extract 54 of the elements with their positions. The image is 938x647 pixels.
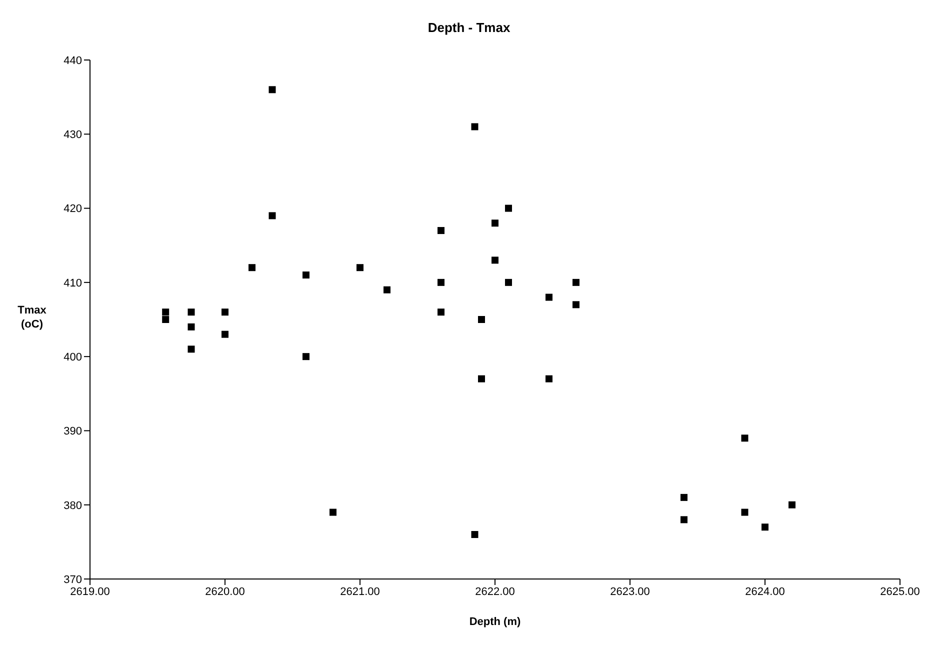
chart-title: Depth - Tmax — [426, 20, 512, 37]
point — [268, 86, 276, 94]
point — [762, 524, 768, 531]
point — [572, 301, 580, 308]
point — [471, 531, 478, 538]
point — [546, 294, 552, 301]
point — [222, 308, 228, 316]
point — [188, 308, 195, 316]
point — [162, 316, 170, 323]
y-tick-label: 380 — [64, 500, 82, 512]
point — [302, 272, 310, 279]
point — [492, 256, 498, 264]
x-tick-label: 2619.00 — [70, 586, 110, 598]
y-tick-label: 430 — [64, 129, 82, 142]
x-tick-label: 2624.00 — [745, 586, 785, 598]
point — [384, 286, 390, 294]
point — [788, 501, 796, 508]
point — [356, 264, 364, 272]
y-tick-label: 400 — [64, 351, 82, 364]
x-tick-label: 2625.00 — [880, 586, 920, 598]
x-tick-label: 2622.00 — [475, 586, 515, 598]
point — [188, 346, 195, 353]
point — [680, 494, 688, 501]
point — [741, 434, 748, 442]
point — [478, 316, 485, 323]
point — [438, 278, 444, 286]
point — [330, 508, 336, 516]
point — [492, 220, 498, 227]
point — [680, 516, 688, 524]
y-tick-label: 370 — [64, 574, 82, 586]
point — [438, 308, 444, 316]
x-tick-label: 2623.00 — [610, 586, 650, 598]
point — [741, 508, 748, 516]
point — [248, 264, 256, 272]
y-tick-label: 390 — [64, 426, 82, 438]
point — [478, 375, 485, 382]
point — [162, 308, 170, 316]
x-tick-label: 2621.00 — [340, 586, 380, 598]
point — [505, 204, 512, 212]
x-tick-label: 2620.00 — [205, 586, 245, 598]
point — [268, 212, 276, 220]
y-tick-label: 410 — [64, 277, 82, 290]
point — [471, 123, 478, 130]
point — [302, 353, 310, 360]
y-tick-label: 440 — [64, 54, 82, 67]
y-tick-label: 420 — [64, 203, 82, 216]
point — [505, 278, 512, 286]
point — [546, 375, 552, 382]
point — [572, 278, 580, 286]
y-axis-title: Tmax (oC) — [18, 304, 48, 330]
x-axis-title: Depth (m) — [469, 616, 521, 628]
point — [222, 330, 228, 338]
point — [188, 323, 195, 330]
point — [438, 227, 444, 234]
